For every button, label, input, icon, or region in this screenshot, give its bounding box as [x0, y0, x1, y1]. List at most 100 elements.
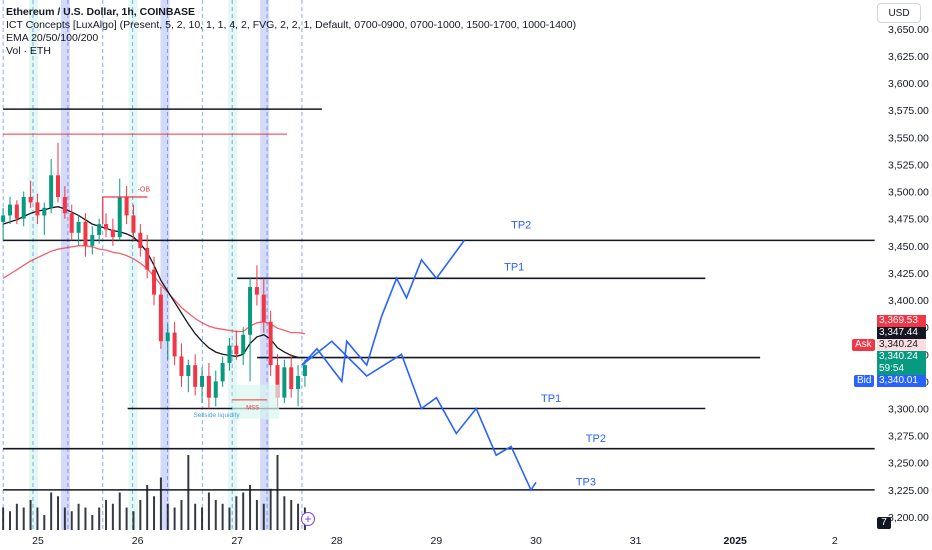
volume-bar-35 — [242, 492, 245, 530]
candle-body-20 — [138, 232, 143, 248]
candle-body-40 — [275, 365, 280, 398]
price-tick-label: 3,300.00 — [888, 404, 929, 416]
ask-price-tag: 3,340.24 — [877, 339, 926, 351]
indicator-ema[interactable]: EMA 20/50/100/200 — [6, 32, 99, 44]
volume-bar-33 — [228, 507, 231, 530]
candle-body-13 — [90, 234, 95, 246]
timezone-days-badge[interactable]: 7 — [877, 517, 891, 529]
candle-37 — [254, 265, 259, 306]
candle-5 — [35, 193, 40, 225]
candle-20 — [138, 224, 143, 257]
volume-bar-2 — [15, 503, 18, 530]
volume-bar-16 — [111, 503, 114, 530]
ob-label: -OB — [138, 187, 151, 194]
candles — [1, 142, 307, 409]
volume-bar-37 — [255, 500, 258, 530]
candle-body-17 — [117, 196, 122, 238]
candle-19 — [131, 204, 136, 241]
candle-body-22 — [152, 269, 157, 295]
price-tick-label: 3,200.00 — [888, 512, 929, 524]
candle-34 — [234, 330, 239, 360]
time-tick-label: 29 — [431, 535, 443, 547]
price-tick-label: 3,625.00 — [888, 51, 929, 63]
candle-body-21 — [145, 247, 150, 270]
candle-body-27 — [186, 365, 191, 376]
candle-body-35 — [241, 334, 246, 355]
candle-3 — [21, 191, 26, 227]
volume-bar-41 — [283, 496, 286, 530]
indicator-volume[interactable]: Vol · ETH — [6, 45, 51, 57]
candle-33 — [227, 338, 232, 371]
projection-paths[interactable] — [301, 239, 537, 492]
candle-body-36 — [248, 287, 253, 335]
time-tick-label: 2 — [832, 535, 838, 547]
time-tick-label: 26 — [132, 535, 144, 547]
candle-body-18 — [124, 196, 129, 216]
volume-bar-32 — [221, 503, 224, 530]
volume-bar-31 — [214, 500, 217, 530]
price-tick-label: 3,475.00 — [888, 214, 929, 226]
time-tick-label: 30 — [530, 535, 542, 547]
candle-4 — [28, 180, 33, 208]
time-axis-bg — [0, 531, 876, 550]
candle-0 — [1, 207, 6, 241]
candle-16 — [110, 218, 115, 246]
price-tick-label: 3,600.00 — [888, 78, 929, 90]
volume-bar-10 — [70, 511, 73, 530]
volume-bar-34 — [235, 496, 238, 530]
candle-body-23 — [158, 294, 163, 342]
volume-bar-43 — [297, 503, 300, 530]
candle-body-34 — [234, 345, 239, 355]
candle-body-24 — [165, 332, 170, 342]
candle-17 — [117, 178, 122, 241]
candle-body-7 — [49, 175, 54, 208]
candle-body-10 — [69, 213, 74, 233]
candle-body-5 — [35, 202, 40, 216]
volume-bar-3 — [22, 507, 25, 530]
time-tick-label: 27 — [231, 535, 243, 547]
candle-41 — [282, 359, 287, 404]
session-band-4 — [228, 0, 238, 530]
ask-label: Ask — [852, 339, 875, 351]
candle-body-11 — [76, 221, 81, 233]
candle-2 — [14, 200, 19, 225]
session-band-3 — [160, 0, 170, 530]
volume-bar-13 — [91, 515, 94, 530]
chart-legend: Ethereum / U.S. Dollar, 1h, COINBASE ICT… — [6, 6, 576, 58]
volume-bar-6 — [43, 515, 46, 530]
time-axis[interactable]: 25 26 27 28 29 30 31 2025 2 — [0, 531, 876, 550]
volume-bar-8 — [57, 496, 60, 530]
volume-bar-20 — [139, 500, 142, 530]
projection-up-path — [301, 239, 465, 384]
volume-bar-0 — [2, 507, 5, 530]
time-tick-label: 28 — [331, 535, 343, 547]
candle-29 — [200, 367, 205, 404]
candle-body-30 — [206, 375, 211, 398]
currency-button[interactable]: USD — [877, 3, 921, 23]
mss-label: MSS — [246, 406, 259, 412]
symbol-title[interactable]: Ethereum / U.S. Dollar, 1h, COINBASE — [6, 6, 196, 18]
sellside-zone — [232, 384, 280, 419]
candle-body-25 — [172, 332, 177, 357]
time-tick-label: 2025 — [724, 535, 748, 547]
candle-body-26 — [179, 356, 184, 376]
candle-body-43 — [296, 375, 301, 389]
candle-body-4 — [28, 196, 33, 203]
candle-body-41 — [282, 367, 287, 398]
indicator-ict[interactable]: ICT Concepts [LuxAlgo] (Present, 5, 2, 1… — [6, 19, 577, 31]
price-tick-label: 3,650.00 — [888, 24, 929, 36]
volume-bar-28 — [194, 503, 197, 530]
candle-body-37 — [254, 287, 259, 295]
price-tick-label: 3,550.00 — [888, 132, 929, 144]
price-axis[interactable]: 3,200.00 3,225.00 3,250.00 3,275.00 3,300.00… — [876, 0, 932, 550]
time-tick-label: 25 — [32, 535, 44, 547]
ema-slow-price-tag: 3,369.53 — [877, 315, 926, 327]
candle-31 — [213, 370, 218, 407]
volume-bar-7 — [50, 492, 53, 530]
candle-body-39 — [268, 321, 273, 366]
candle-44 — [302, 359, 307, 387]
add-plus-icon[interactable]: + — [301, 512, 315, 526]
candle-13 — [90, 226, 95, 255]
tp1-upper-label: TP1 — [504, 262, 524, 274]
